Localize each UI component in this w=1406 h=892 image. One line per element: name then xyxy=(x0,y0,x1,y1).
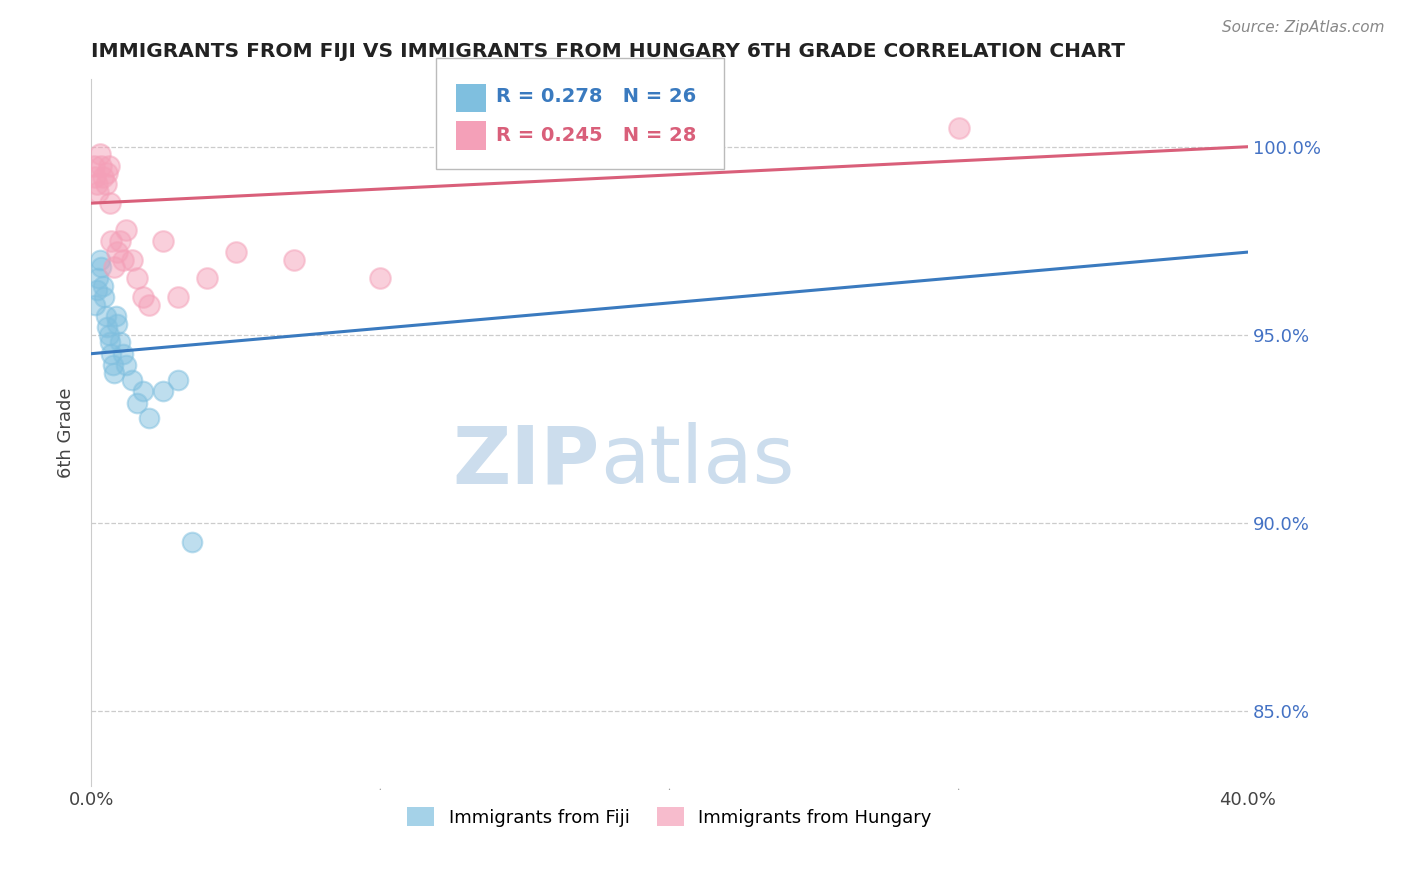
Point xyxy=(93,290,115,304)
Point xyxy=(98,196,121,211)
Point xyxy=(181,534,204,549)
Point xyxy=(108,234,131,248)
Point xyxy=(115,222,138,236)
Legend: Immigrants from Fiji, Immigrants from Hungary: Immigrants from Fiji, Immigrants from Hu… xyxy=(401,800,939,834)
Point xyxy=(132,384,155,399)
Point xyxy=(100,234,122,248)
Point xyxy=(101,358,124,372)
Text: IMMIGRANTS FROM FIJI VS IMMIGRANTS FROM HUNGARY 6TH GRADE CORRELATION CHART: IMMIGRANTS FROM FIJI VS IMMIGRANTS FROM … xyxy=(91,42,1125,61)
Point xyxy=(121,252,143,267)
Point xyxy=(103,366,125,380)
Point xyxy=(89,147,111,161)
Point xyxy=(167,373,190,387)
Point xyxy=(948,120,970,135)
Point xyxy=(152,234,174,248)
Point xyxy=(91,279,114,293)
Point xyxy=(225,245,247,260)
Point xyxy=(195,271,218,285)
Point xyxy=(91,169,114,184)
Point xyxy=(84,298,107,312)
Point xyxy=(90,159,112,173)
Text: R = 0.245   N = 28: R = 0.245 N = 28 xyxy=(496,126,697,145)
Point xyxy=(132,290,155,304)
Point xyxy=(97,159,120,173)
Point xyxy=(84,169,107,184)
Point xyxy=(115,358,138,372)
Point xyxy=(94,178,117,192)
Point xyxy=(121,373,143,387)
Point xyxy=(89,252,111,267)
Point xyxy=(105,245,128,260)
Text: ZIP: ZIP xyxy=(453,422,600,500)
Point xyxy=(127,271,149,285)
Point xyxy=(127,395,149,409)
Point xyxy=(90,260,112,274)
Point xyxy=(87,271,110,285)
Point xyxy=(105,317,128,331)
Point xyxy=(370,271,392,285)
Point xyxy=(97,327,120,342)
Point xyxy=(87,185,110,199)
Point xyxy=(103,260,125,274)
Point xyxy=(111,252,134,267)
Point xyxy=(96,166,118,180)
Point xyxy=(96,320,118,334)
Point xyxy=(98,335,121,350)
Text: R = 0.278   N = 26: R = 0.278 N = 26 xyxy=(496,87,696,106)
Point xyxy=(108,335,131,350)
Point xyxy=(86,178,108,192)
Point xyxy=(167,290,190,304)
Point xyxy=(111,347,134,361)
Point xyxy=(86,283,108,297)
Point xyxy=(283,252,305,267)
Text: Source: ZipAtlas.com: Source: ZipAtlas.com xyxy=(1222,20,1385,35)
Y-axis label: 6th Grade: 6th Grade xyxy=(58,387,75,478)
Point xyxy=(94,309,117,323)
Point xyxy=(100,347,122,361)
Point xyxy=(104,309,127,323)
Point xyxy=(83,159,105,173)
Point xyxy=(138,298,160,312)
Point xyxy=(152,384,174,399)
Point xyxy=(138,410,160,425)
Text: atlas: atlas xyxy=(600,422,794,500)
